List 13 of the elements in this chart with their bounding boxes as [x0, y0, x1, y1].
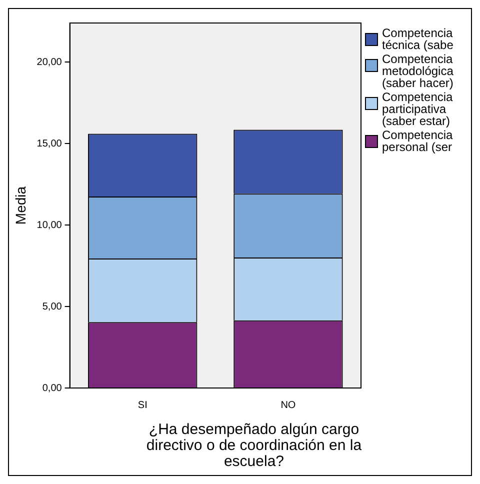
y-tick-label: 20,00: [36, 56, 62, 68]
legend-label: Competencia participativa (saber estar): [382, 90, 454, 128]
y-tick-label: 5,00: [42, 301, 62, 312]
x-tick-label: NO: [280, 400, 296, 411]
y-tick-label: 15,00: [36, 138, 62, 150]
y-tick-label: 10,00: [36, 220, 62, 231]
legend-label: Competencia metodológica (saber hacer): [382, 52, 454, 90]
legend-label: Competencia técnica (sabe: [382, 26, 454, 52]
y-tick-label: 0,00: [42, 382, 62, 394]
x-tick-label: SI: [138, 400, 148, 411]
y-axis-title: Media: [12, 186, 28, 225]
legend-label: Competencia personal (ser: [382, 128, 454, 154]
x-axis-title: ¿Ha desempeñado algún cargo directivo o de coordinación en la escuela?: [145, 421, 363, 470]
